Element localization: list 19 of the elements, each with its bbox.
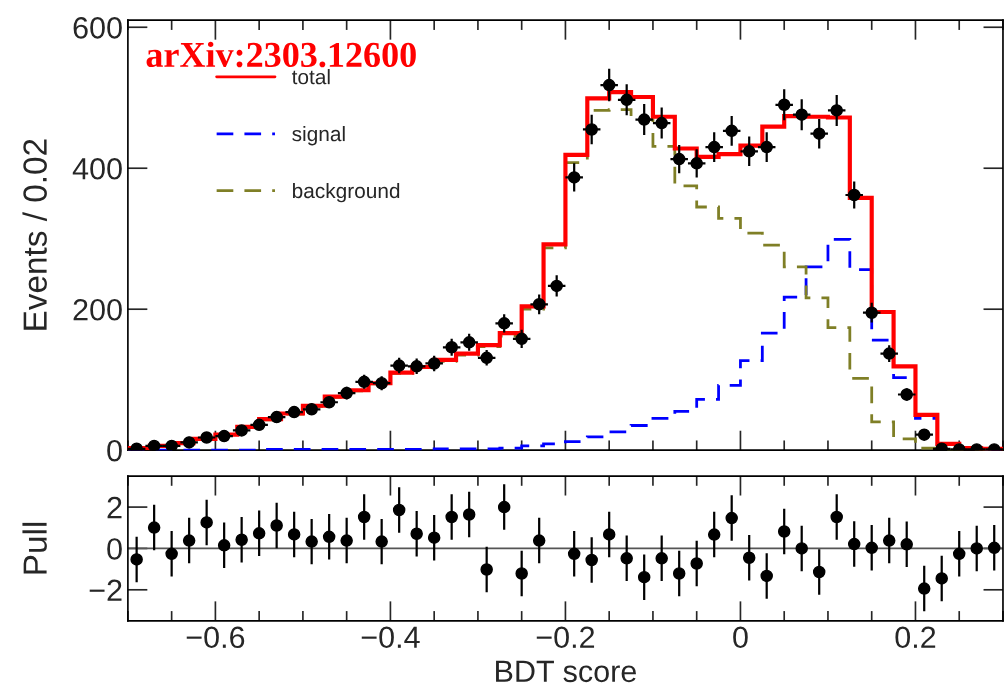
y-tick-label: 400 <box>72 157 122 180</box>
y-axis-title: Events / 0.02 <box>22 139 47 330</box>
x-tick-label: −0.2 <box>536 626 595 649</box>
annotation: arXiv:2303.12600 <box>146 41 416 68</box>
legend-label: signal <box>292 125 345 146</box>
x-tick-label: −0.4 <box>361 626 420 649</box>
y-tick-label: 0 <box>107 439 122 462</box>
y-tick-label: 600 <box>73 16 122 39</box>
y-tick-label: 200 <box>73 298 122 321</box>
y-tick-label: 2 <box>107 496 122 519</box>
legend-label: total <box>291 69 330 85</box>
x-tick-label: 0.2 <box>895 626 936 649</box>
y-axis-title: Pull <box>22 522 47 574</box>
x-tick-label: −0.6 <box>186 626 245 649</box>
legend-label: background <box>292 182 400 203</box>
y-tick-label: 0 <box>107 538 122 560</box>
x-tick-label: 0 <box>733 626 748 649</box>
x-axis-title: BDT score <box>496 660 636 683</box>
y-tick-label: −2 <box>89 579 122 601</box>
